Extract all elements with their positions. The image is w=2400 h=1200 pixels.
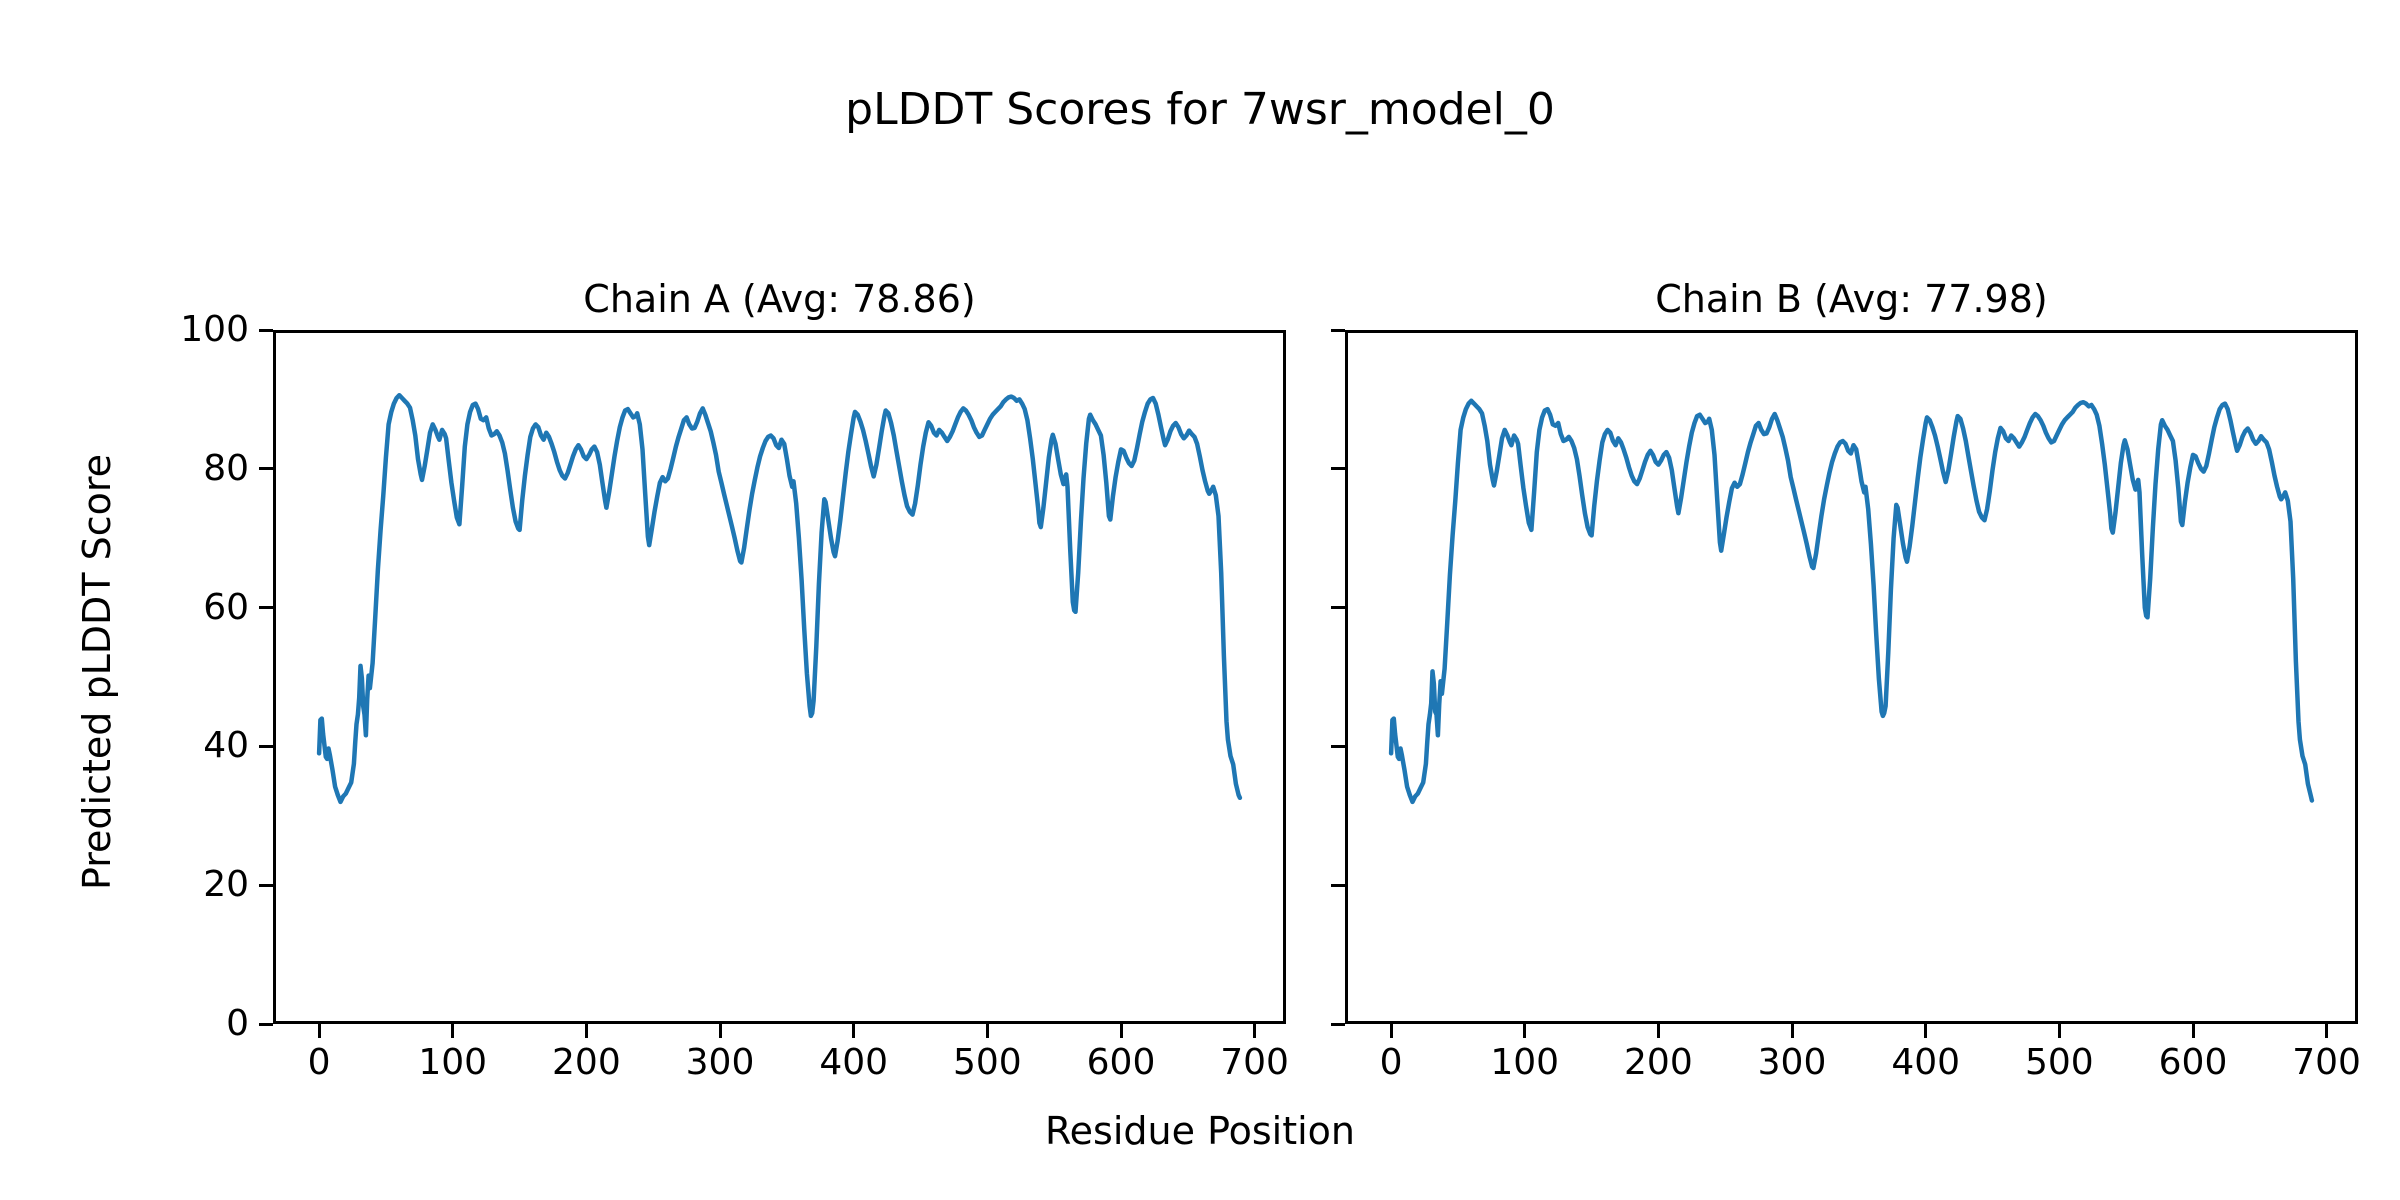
y-tick-label: 100 — [180, 309, 249, 350]
x-tick-mark — [985, 1024, 989, 1038]
y-tick-mark — [259, 606, 273, 610]
x-tick-label: 0 — [307, 1042, 331, 1083]
x-tick-label: 600 — [2158, 1042, 2228, 1083]
x-tick-mark — [451, 1024, 455, 1038]
x-tick-label: 700 — [2292, 1042, 2361, 1083]
x-tick-label: 300 — [685, 1042, 755, 1083]
y-tick-mark — [1331, 1022, 1345, 1026]
x-tick-mark — [718, 1024, 722, 1038]
x-tick-mark — [1523, 1024, 1527, 1038]
y-tick-label: 0 — [226, 1003, 249, 1044]
x-tick-mark — [1790, 1024, 1794, 1038]
chain-a-axes-spines — [273, 330, 1286, 1024]
x-tick-label: 700 — [1220, 1042, 1289, 1083]
y-tick-mark — [1331, 883, 1345, 887]
y-axis-label-text: Predicted pLDDT Score — [75, 454, 119, 890]
x-tick-label: 100 — [1490, 1042, 1560, 1083]
y-tick-mark — [1331, 606, 1345, 610]
y-tick-mark — [259, 467, 273, 471]
x-tick-mark — [1656, 1024, 1660, 1038]
chain-b-axes-spines — [1345, 330, 2358, 1024]
x-tick-mark — [1924, 1024, 1928, 1038]
y-tick-label: 40 — [203, 725, 249, 767]
chain-a-plddt-line — [316, 392, 1243, 805]
x-axis-label: Residue Position — [1044, 1109, 1356, 1153]
x-tick-mark — [1389, 1024, 1393, 1038]
chain-b-plddt-line — [1388, 398, 2315, 805]
chain-b-subplot-title: Chain B (Avg: 77.98) — [1655, 277, 2048, 321]
y-tick-label: 20 — [203, 864, 249, 906]
x-tick-label: 200 — [552, 1042, 621, 1083]
chain-b-plot-area — [1345, 330, 2358, 1024]
x-tick-mark — [1253, 1024, 1257, 1038]
x-tick-label: 400 — [1891, 1042, 1961, 1083]
y-tick-mark — [1331, 744, 1345, 748]
x-tick-mark — [2191, 1024, 2195, 1038]
y-tick-label: 80 — [203, 447, 249, 489]
chain-a-plot-area — [273, 330, 1286, 1024]
chain-a-chart-svg — [273, 330, 1286, 1024]
chain-b-chart-svg — [1345, 330, 2358, 1024]
x-tick-mark — [2325, 1024, 2329, 1038]
x-tick-label: 500 — [952, 1042, 1022, 1083]
figure-title: pLDDT Scores for 7wsr_model_0 — [845, 84, 1555, 135]
x-tick-label: 600 — [1086, 1042, 1156, 1083]
y-tick-mark — [259, 328, 273, 332]
x-tick-label: 500 — [2024, 1042, 2094, 1083]
y-tick-mark — [1331, 328, 1345, 332]
x-tick-mark — [2057, 1024, 2061, 1038]
x-tick-mark — [584, 1024, 588, 1038]
x-tick-label: 0 — [1379, 1042, 1403, 1083]
x-tick-mark — [1119, 1024, 1123, 1038]
chain-a-subplot-title: Chain A (Avg: 78.86) — [583, 277, 976, 321]
x-tick-mark — [317, 1024, 321, 1038]
x-tick-label: 200 — [1624, 1042, 1693, 1083]
x-tick-label: 100 — [418, 1042, 488, 1083]
x-tick-label: 400 — [819, 1042, 889, 1083]
y-tick-label: 60 — [203, 586, 249, 628]
x-tick-label: 300 — [1757, 1042, 1827, 1083]
x-tick-mark — [852, 1024, 856, 1038]
y-tick-mark — [259, 744, 273, 748]
y-tick-mark — [1331, 467, 1345, 471]
y-tick-mark — [259, 1022, 273, 1026]
y-tick-mark — [259, 883, 273, 887]
